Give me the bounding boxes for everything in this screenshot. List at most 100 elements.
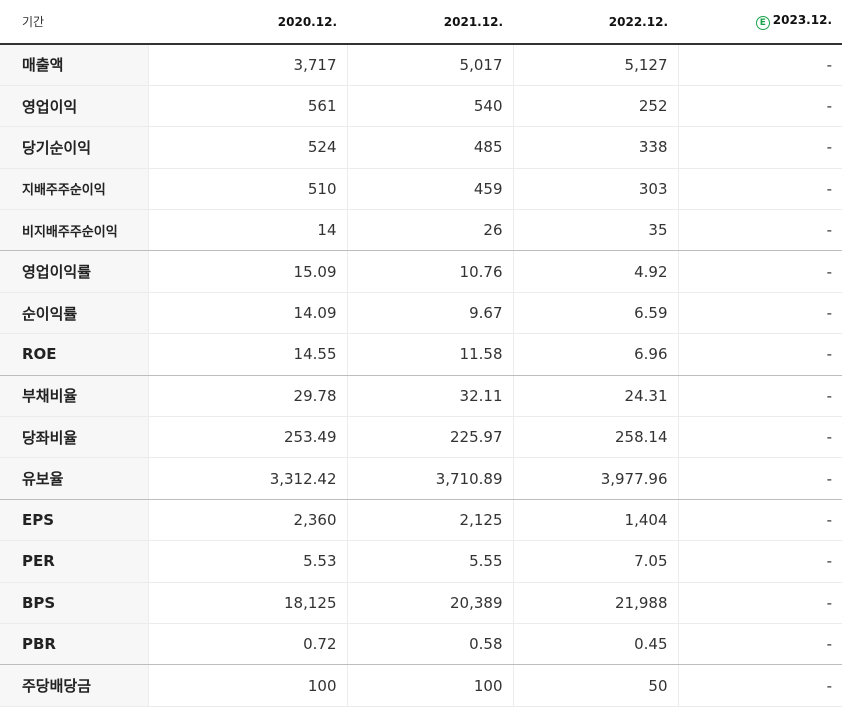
table-cell: 4.92 (513, 250, 679, 293)
table-cell: - (678, 623, 842, 666)
table-cell: 303 (513, 168, 679, 211)
table-cell: 253.49 (148, 416, 348, 459)
table-row: 당기순이익 524 485 338- (0, 126, 842, 169)
table-cell: 9.67 (347, 292, 514, 335)
table-row: 당좌비율 253.49 225.97 258.14- (0, 416, 842, 459)
table-cell: - (678, 44, 842, 86)
column-header-2023: E 2023.12. (678, 0, 842, 45)
table-row: BPS 18,125 20,389 21,988- (0, 582, 842, 624)
table-cell: 5.55 (347, 540, 514, 583)
table-cell: 14 (148, 209, 348, 252)
table-row: ROE 14.55 11.58 6.96- (0, 333, 842, 376)
table-cell: 11.58 (347, 333, 514, 376)
table-cell: - (678, 664, 842, 707)
table-row: PER 5.53 5.55 7.05- (0, 540, 842, 583)
table-cell: 1,404 (513, 499, 679, 542)
row-label: 순이익률 (0, 292, 149, 335)
table-cell: 7.05 (513, 540, 679, 583)
table-cell: 35 (513, 209, 679, 252)
table-cell: 3,710.89 (347, 457, 514, 500)
table-cell: 3,977.96 (513, 457, 679, 500)
row-label: 유보율 (0, 457, 149, 500)
table-cell: - (678, 375, 842, 418)
table-cell: 459 (347, 168, 514, 211)
table-cell: 252 (513, 85, 679, 128)
table-cell: - (678, 499, 842, 542)
table-cell: - (678, 126, 842, 169)
table-cell: - (678, 457, 842, 500)
table-cell: - (678, 416, 842, 459)
header-row: 기간 2020.12. 2021.12. 2022.12. E 2023.12. (0, 0, 842, 45)
table-cell: 225.97 (347, 416, 514, 459)
row-label: EPS (0, 499, 149, 542)
table-cell: - (678, 540, 842, 583)
table-cell: - (678, 168, 842, 211)
table-cell: 14.55 (148, 333, 348, 376)
table-cell: - (678, 209, 842, 252)
table-cell: 0.72 (148, 623, 348, 666)
table-row: 영업이익 561 540 252- (0, 85, 842, 128)
table-row: 순이익률 14.09 9.67 6.59- (0, 292, 842, 335)
table-cell: 6.59 (513, 292, 679, 335)
column-header-2021: 2021.12. (347, 0, 513, 45)
column-header-2020: 2020.12. (148, 0, 347, 45)
table-row: 비지배주주순이익 14 26 35- (0, 209, 842, 252)
table-row: 지배주주순이익 510 459 303- (0, 168, 842, 211)
row-label: 주당배당금 (0, 664, 149, 707)
table-row: 매출액 3,717 5,017 5,127- (0, 44, 842, 86)
table-header: 기간 2020.12. 2021.12. 2022.12. E 2023.12. (0, 0, 842, 45)
table-cell: 0.58 (347, 623, 514, 666)
row-label: 비지배주주순이익 (0, 209, 149, 252)
table-cell: - (678, 250, 842, 293)
table-cell: 26 (347, 209, 514, 252)
table-cell: - (678, 333, 842, 376)
column-header-2023-label: 2023.12. (772, 13, 832, 27)
table-cell: 3,717 (148, 44, 348, 86)
row-label: BPS (0, 582, 149, 624)
table-cell: 2,360 (148, 499, 348, 542)
estimate-icon: E (755, 16, 770, 30)
table-cell: - (678, 582, 842, 624)
table-cell: 18,125 (148, 582, 348, 624)
row-label: 당좌비율 (0, 416, 149, 459)
table-cell: 5.53 (148, 540, 348, 583)
table-cell: 485 (347, 126, 514, 169)
table-cell: 6.96 (513, 333, 679, 376)
table-cell: 338 (513, 126, 679, 169)
table-row: 영업이익률 15.09 10.76 4.92- (0, 250, 842, 293)
row-label: 부채비율 (0, 375, 149, 418)
table-cell: 100 (347, 664, 514, 707)
table-row: 유보율 3,312.42 3,710.89 3,977.96- (0, 457, 842, 500)
table-cell: 15.09 (148, 250, 348, 293)
table-cell: 100 (148, 664, 348, 707)
table-cell: 0.45 (513, 623, 679, 666)
row-label: 영업이익 (0, 85, 149, 128)
table-cell: 510 (148, 168, 348, 211)
table-cell: 29.78 (148, 375, 348, 418)
table-row: EPS 2,360 2,125 1,404- (0, 499, 842, 542)
table-cell: 20,389 (347, 582, 514, 624)
table-cell: 21,988 (513, 582, 679, 624)
table-cell: 258.14 (513, 416, 679, 459)
row-label: 영업이익률 (0, 250, 149, 293)
table-cell: 540 (347, 85, 514, 128)
row-label: ROE (0, 333, 149, 376)
row-label: PER (0, 540, 149, 583)
column-header-2022: 2022.12. (513, 0, 678, 45)
table-cell: 10.76 (347, 250, 514, 293)
table-cell: 50 (513, 664, 679, 707)
row-label: 매출액 (0, 44, 149, 86)
row-label: 당기순이익 (0, 126, 149, 169)
table-cell: 24.31 (513, 375, 679, 418)
table-row: 주당배당금 100 100 50- (0, 664, 842, 707)
table-cell: 561 (148, 85, 348, 128)
table-row: 부채비율 29.78 32.11 24.31- (0, 375, 842, 418)
table-cell: 32.11 (347, 375, 514, 418)
row-label: 지배주주순이익 (0, 168, 149, 211)
table-cell: 5,127 (513, 44, 679, 86)
table-cell: - (678, 292, 842, 335)
table-cell: 2,125 (347, 499, 514, 542)
table-cell: 524 (148, 126, 348, 169)
period-header: 기간 (0, 0, 148, 45)
